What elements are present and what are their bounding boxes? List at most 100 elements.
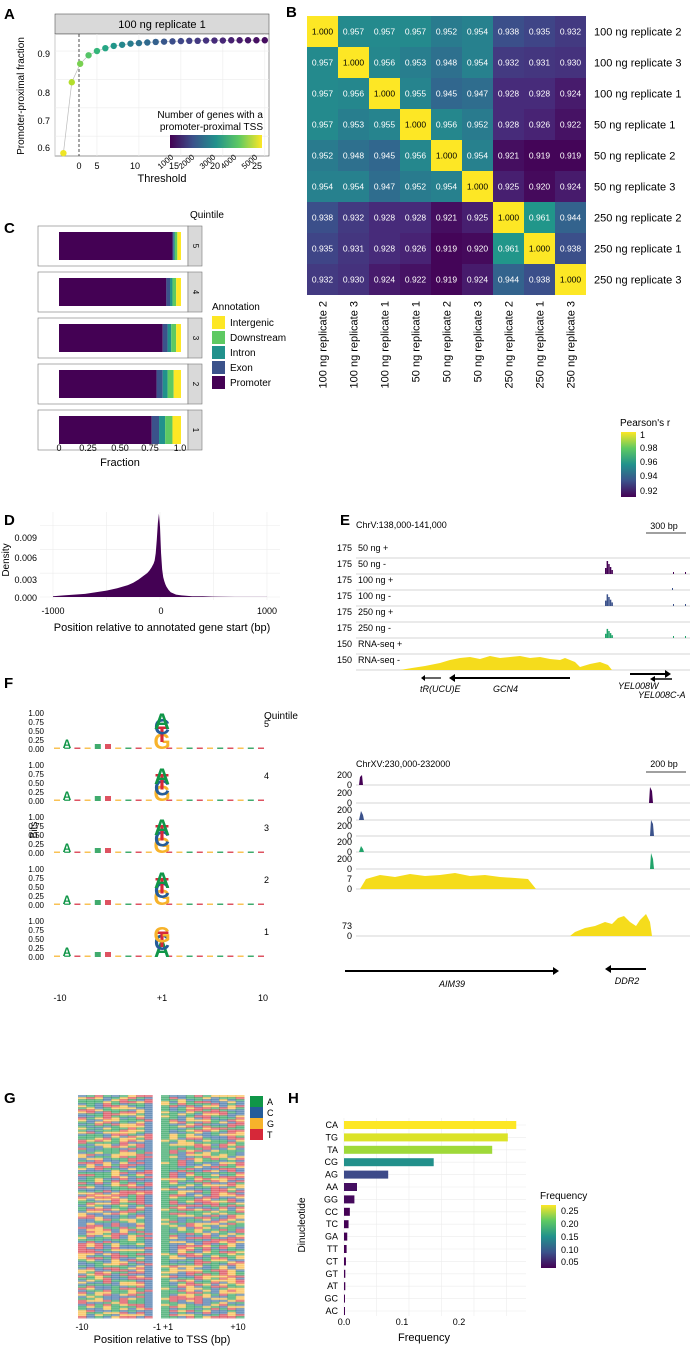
b-cell-value: 0.953	[405, 58, 427, 68]
f-logo-small-letter	[247, 903, 254, 905]
g-cell	[111, 1161, 120, 1165]
b-legend-tick: 1	[640, 430, 645, 440]
g-cell	[78, 1309, 87, 1313]
g-cell	[94, 1273, 104, 1276]
g-cell	[235, 1212, 245, 1216]
f-logo-small-letter	[74, 747, 81, 749]
g-cell	[227, 1238, 237, 1242]
g-cell	[202, 1230, 212, 1234]
h-category-label: AC	[325, 1306, 338, 1316]
g-cell	[161, 1297, 170, 1301]
g-cell	[210, 1309, 220, 1313]
g-cell	[111, 1303, 120, 1307]
g-cell	[177, 1188, 187, 1191]
g-cell	[177, 1289, 187, 1293]
g-cell	[219, 1196, 228, 1199]
g-cell	[219, 1208, 228, 1212]
g-cell	[127, 1119, 137, 1122]
g-cell	[227, 1313, 237, 1317]
g-cell	[136, 1125, 145, 1128]
g-cell	[136, 1151, 145, 1155]
g-cell	[111, 1159, 120, 1163]
g-cell	[177, 1095, 187, 1098]
g-cell	[227, 1099, 237, 1102]
g-cell	[86, 1155, 96, 1159]
b-cell-value: 0.956	[436, 120, 458, 130]
g-cell	[202, 1121, 212, 1124]
c-bar-segment	[172, 278, 177, 306]
g-cell	[136, 1119, 145, 1122]
g-cell	[136, 1107, 145, 1110]
g-gap-cell	[152, 1295, 162, 1299]
f-xtick: 10	[258, 993, 268, 1003]
panel-label-c: C	[4, 220, 15, 237]
g-cell	[102, 1307, 112, 1311]
g-cell	[169, 1245, 179, 1248]
h-xtick: 0.1	[396, 1317, 409, 1327]
b-cell	[524, 233, 555, 264]
h-bar	[344, 1158, 434, 1167]
f-logo-small-letter	[105, 900, 111, 905]
g-cell	[144, 1149, 154, 1153]
g-cell	[136, 1307, 145, 1311]
g-cell	[194, 1123, 203, 1126]
c-facet-label: 5	[191, 244, 200, 249]
g-cell	[185, 1147, 195, 1151]
g-cell	[194, 1186, 203, 1189]
g-cell	[127, 1192, 137, 1195]
g-cell	[86, 1119, 96, 1122]
g-cell	[185, 1180, 195, 1183]
g-cell	[161, 1265, 170, 1268]
g-cell	[202, 1198, 212, 1201]
g-cell	[94, 1198, 104, 1201]
g-gap-cell	[152, 1123, 162, 1126]
g-cell	[102, 1133, 112, 1137]
b-cell	[338, 233, 369, 264]
g-cell	[227, 1172, 237, 1175]
g-cell	[185, 1188, 195, 1191]
g-cell	[86, 1172, 96, 1175]
g-gap-cell	[152, 1170, 162, 1173]
g-cell	[177, 1165, 187, 1169]
g-cell	[202, 1196, 212, 1199]
g-cell	[185, 1212, 195, 1216]
g-cell	[210, 1095, 220, 1098]
g-cell	[202, 1099, 212, 1102]
g-cell	[177, 1206, 187, 1210]
g-cell	[177, 1259, 187, 1262]
g-cell	[210, 1159, 220, 1163]
b-cell	[400, 16, 431, 47]
g-cell	[161, 1305, 170, 1309]
g-cell	[227, 1269, 237, 1272]
f-ytick: 1.00	[28, 917, 44, 926]
g-cell	[136, 1196, 145, 1199]
panel-h-colorbar	[541, 1205, 556, 1268]
g-cell	[177, 1123, 187, 1126]
g-gap-cell	[152, 1188, 162, 1191]
e-signal-peak	[608, 597, 610, 606]
g-cell	[161, 1159, 170, 1163]
g-cell	[94, 1212, 104, 1216]
g-cell	[177, 1291, 187, 1295]
g-cell	[111, 1226, 120, 1230]
g-cell	[86, 1188, 96, 1191]
g-cell	[136, 1279, 145, 1283]
g-cell	[94, 1242, 104, 1246]
g-cell	[119, 1125, 129, 1128]
a-point	[135, 39, 143, 47]
g-cell	[161, 1289, 170, 1293]
gene-label: GCN4	[493, 684, 518, 694]
b-cell	[307, 202, 338, 233]
g-cell	[127, 1174, 137, 1177]
g-cell	[219, 1133, 228, 1137]
g-cell	[235, 1163, 245, 1167]
g-cell	[144, 1261, 154, 1264]
g-cell	[111, 1228, 120, 1232]
g-cell	[94, 1149, 104, 1153]
g-cell	[235, 1157, 245, 1161]
g-cell	[144, 1186, 154, 1189]
g-cell	[161, 1145, 170, 1149]
b-cell	[493, 78, 524, 109]
panel-a-xlabel: Threshold	[138, 173, 187, 185]
